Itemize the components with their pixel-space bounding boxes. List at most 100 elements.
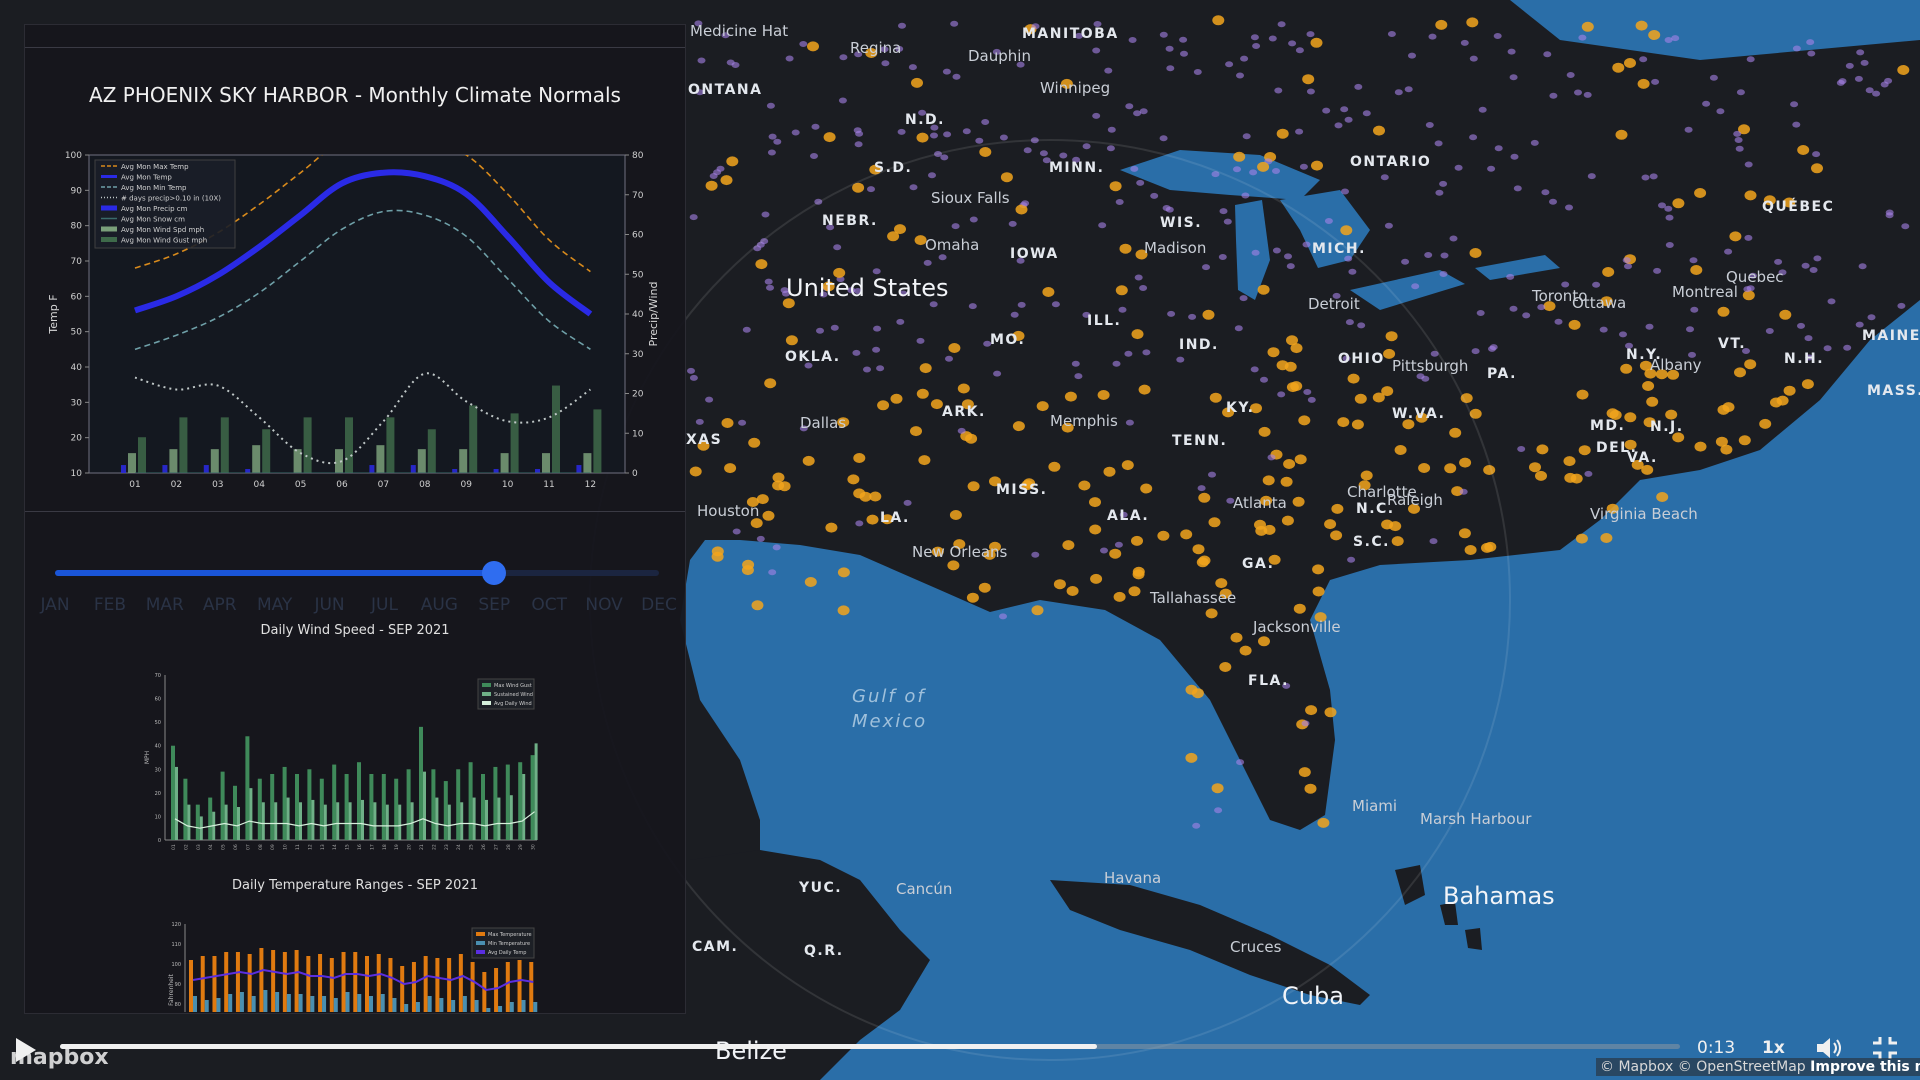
station-marker[interactable] bbox=[1354, 393, 1367, 404]
station-marker[interactable] bbox=[1517, 446, 1526, 452]
station-marker[interactable] bbox=[1284, 253, 1292, 260]
station-marker[interactable] bbox=[1097, 390, 1110, 400]
station-marker[interactable] bbox=[1425, 122, 1434, 128]
month-slider[interactable]: JAN FEB MAR APR MAY JUN JUL AUG SEP OCT NOV DEC bbox=[40, 550, 677, 615]
slider-thumb[interactable] bbox=[482, 561, 507, 585]
station-marker[interactable] bbox=[1010, 311, 1019, 318]
station-marker[interactable] bbox=[807, 41, 819, 52]
station-marker[interactable] bbox=[1554, 318, 1563, 325]
station-marker[interactable] bbox=[780, 287, 789, 294]
station-marker[interactable] bbox=[837, 567, 850, 578]
station-marker[interactable] bbox=[1801, 262, 1810, 269]
station-marker[interactable] bbox=[1138, 384, 1151, 395]
station-marker[interactable] bbox=[1330, 530, 1343, 541]
station-marker[interactable] bbox=[1039, 150, 1048, 157]
station-marker[interactable] bbox=[1276, 128, 1289, 139]
station-marker[interactable] bbox=[1584, 470, 1593, 477]
station-marker[interactable] bbox=[1645, 323, 1654, 330]
mapbox-logo[interactable]: mapbox bbox=[10, 1045, 109, 1070]
station-marker[interactable] bbox=[1082, 311, 1091, 318]
station-marker[interactable] bbox=[876, 365, 885, 372]
station-marker[interactable] bbox=[1646, 396, 1659, 407]
station-marker[interactable] bbox=[1167, 310, 1176, 317]
station-marker[interactable] bbox=[945, 355, 953, 362]
station-marker[interactable] bbox=[923, 259, 932, 266]
station-marker[interactable] bbox=[1159, 135, 1168, 142]
station-marker[interactable] bbox=[1012, 330, 1025, 341]
station-marker[interactable] bbox=[1250, 403, 1262, 414]
station-marker[interactable] bbox=[1724, 248, 1733, 255]
station-marker[interactable] bbox=[863, 366, 871, 373]
station-marker[interactable] bbox=[1469, 248, 1482, 258]
station-marker[interactable] bbox=[1114, 541, 1123, 548]
station-marker[interactable] bbox=[1541, 189, 1550, 196]
station-marker[interactable] bbox=[1549, 92, 1558, 99]
station-marker[interactable] bbox=[804, 577, 817, 587]
station-marker[interactable] bbox=[983, 340, 992, 347]
station-marker[interactable] bbox=[1779, 309, 1792, 320]
station-marker[interactable] bbox=[1262, 475, 1275, 486]
station-marker[interactable] bbox=[1380, 174, 1389, 181]
station-marker[interactable] bbox=[1357, 322, 1366, 329]
station-marker[interactable] bbox=[1066, 586, 1079, 596]
station-marker[interactable] bbox=[853, 453, 866, 463]
station-marker[interactable] bbox=[1295, 47, 1304, 54]
station-marker[interactable] bbox=[1332, 292, 1341, 299]
station-marker[interactable] bbox=[1639, 56, 1648, 63]
station-marker[interactable] bbox=[1897, 302, 1906, 309]
play-button[interactable] bbox=[8, 1035, 48, 1065]
station-marker[interactable] bbox=[1136, 179, 1145, 186]
fullscreen-button[interactable] bbox=[1870, 1034, 1900, 1062]
station-marker[interactable] bbox=[957, 427, 966, 434]
station-marker[interactable] bbox=[1358, 480, 1371, 491]
station-marker[interactable] bbox=[1342, 355, 1351, 362]
station-marker[interactable] bbox=[1587, 173, 1596, 180]
station-marker[interactable] bbox=[866, 514, 879, 525]
station-marker[interactable] bbox=[1408, 52, 1416, 59]
station-marker[interactable] bbox=[1383, 348, 1396, 359]
station-marker[interactable] bbox=[1686, 326, 1694, 333]
station-marker[interactable] bbox=[1637, 78, 1650, 89]
station-marker[interactable] bbox=[1759, 418, 1772, 429]
station-marker[interactable] bbox=[1109, 181, 1122, 192]
station-marker[interactable] bbox=[1451, 486, 1464, 497]
station-marker[interactable] bbox=[755, 259, 768, 270]
station-marker[interactable] bbox=[1716, 108, 1725, 115]
station-marker[interactable] bbox=[1418, 463, 1431, 473]
station-marker[interactable] bbox=[1324, 218, 1333, 224]
station-marker[interactable] bbox=[746, 497, 759, 507]
station-marker[interactable] bbox=[1690, 265, 1703, 275]
station-marker[interactable] bbox=[1078, 480, 1091, 491]
station-marker[interactable] bbox=[1180, 529, 1193, 540]
station-marker[interactable] bbox=[1347, 556, 1356, 563]
station-marker[interactable] bbox=[1075, 32, 1083, 39]
station-marker[interactable] bbox=[1664, 37, 1673, 43]
station-marker[interactable] bbox=[1272, 168, 1280, 174]
station-marker[interactable] bbox=[799, 41, 808, 47]
station-marker[interactable] bbox=[1530, 139, 1539, 146]
station-marker[interactable] bbox=[993, 370, 1002, 377]
station-marker[interactable] bbox=[1568, 319, 1581, 330]
station-marker[interactable] bbox=[1205, 608, 1218, 619]
station-marker[interactable] bbox=[1736, 89, 1745, 96]
station-marker[interactable] bbox=[1602, 267, 1615, 277]
station-marker[interactable] bbox=[799, 425, 808, 432]
station-marker[interactable] bbox=[898, 22, 906, 29]
station-marker[interactable] bbox=[989, 541, 1001, 552]
station-marker[interactable] bbox=[837, 605, 850, 616]
station-marker[interactable] bbox=[773, 138, 782, 145]
station-marker[interactable] bbox=[1159, 31, 1168, 38]
station-marker[interactable] bbox=[1202, 309, 1215, 320]
station-marker[interactable] bbox=[1107, 126, 1116, 133]
station-marker[interactable] bbox=[1384, 222, 1393, 229]
station-marker[interactable] bbox=[1211, 171, 1220, 178]
station-marker[interactable] bbox=[1643, 417, 1656, 428]
station-marker[interactable] bbox=[1694, 441, 1707, 452]
station-marker[interactable] bbox=[697, 57, 706, 64]
station-marker[interactable] bbox=[1090, 573, 1103, 584]
station-marker[interactable] bbox=[1460, 393, 1473, 404]
station-marker[interactable] bbox=[968, 303, 977, 310]
station-marker[interactable] bbox=[1286, 263, 1295, 270]
station-marker[interactable] bbox=[772, 544, 781, 551]
station-marker[interactable] bbox=[854, 51, 863, 58]
